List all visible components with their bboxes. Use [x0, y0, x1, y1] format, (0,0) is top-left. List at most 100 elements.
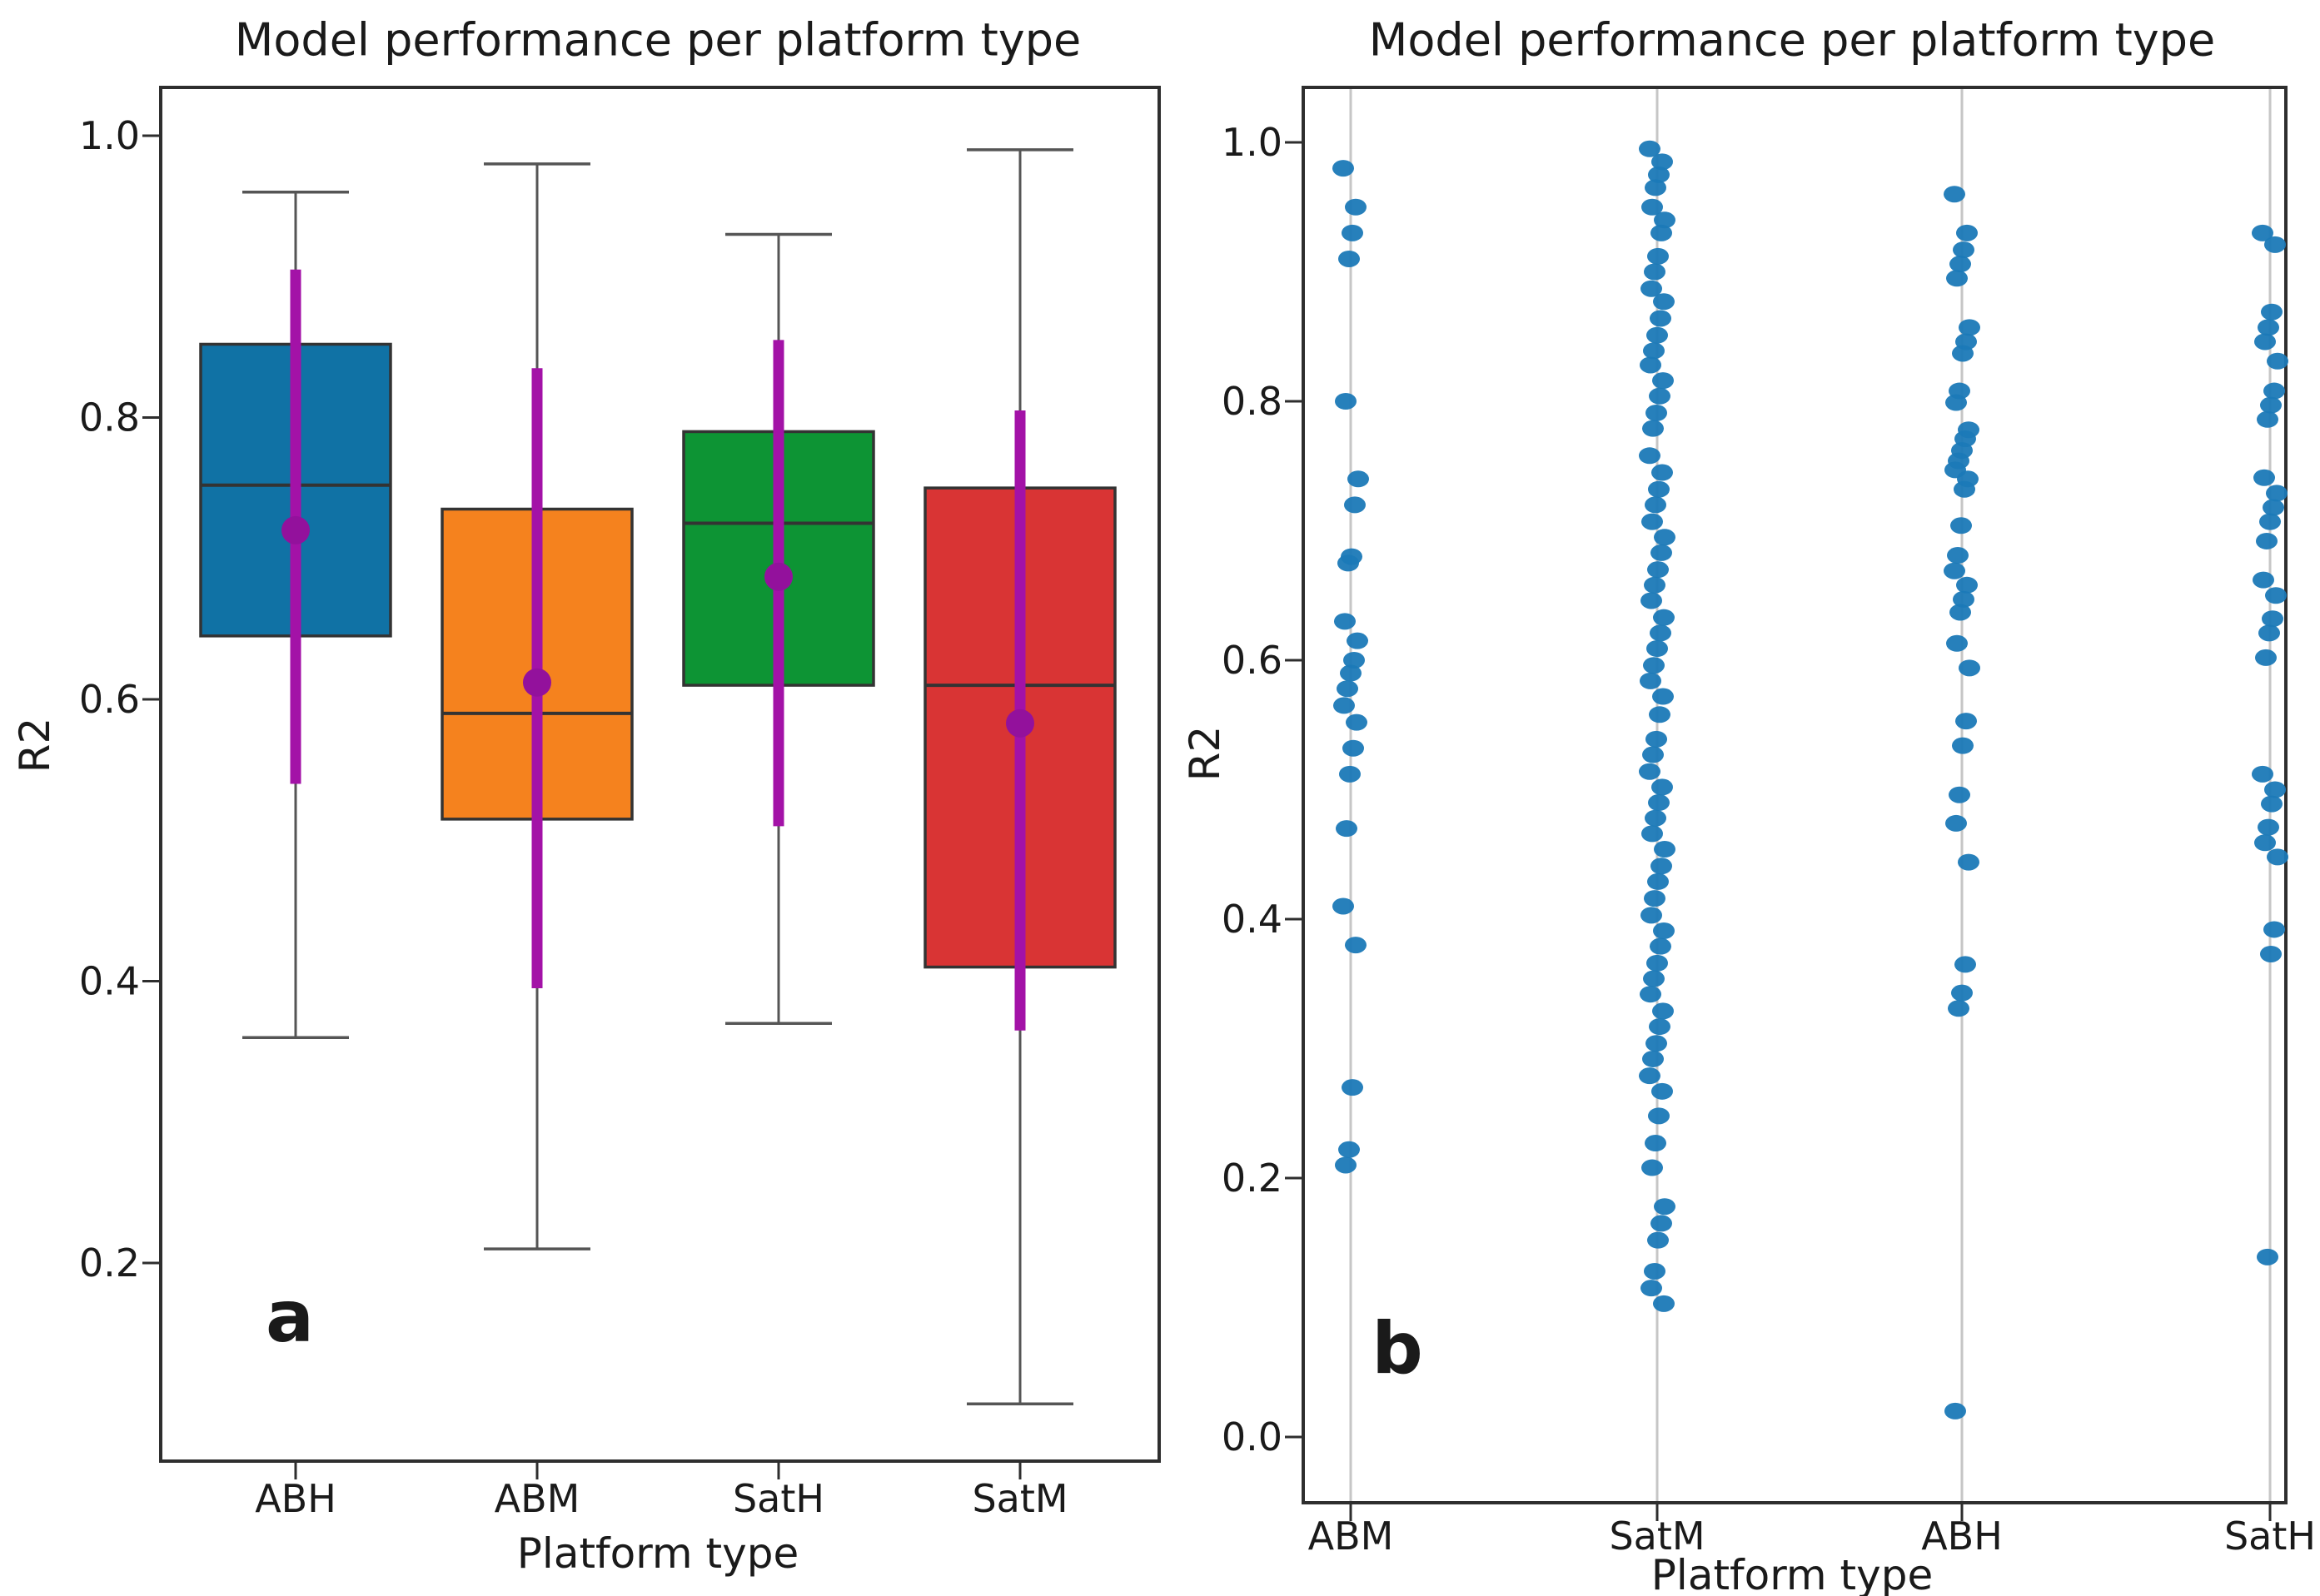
data-point-satm [1640, 986, 1661, 1003]
data-point-sath [2262, 610, 2283, 628]
data-point-satm [1650, 224, 1672, 241]
data-point-satm [1640, 672, 1661, 689]
data-point-abm [1333, 697, 1355, 714]
data-point-abh [1952, 345, 1974, 362]
data-point-satm [1648, 794, 1670, 812]
data-point-abh [1953, 241, 1974, 259]
data-point-sath [2253, 469, 2275, 486]
data-point-abh [1946, 634, 1968, 652]
data-point-satm [1640, 592, 1662, 609]
data-point-satm [1645, 179, 1666, 196]
data-point-satm [1646, 954, 1668, 972]
data-point-sath [2254, 834, 2276, 852]
data-point-abm [1336, 820, 1357, 838]
y-tick-label: 0.2 [1222, 1156, 1282, 1201]
data-point-satm [1650, 937, 1671, 955]
data-point-sath [2267, 352, 2288, 370]
y-tick-label: 1.0 [79, 113, 140, 158]
data-point-satm [1645, 404, 1667, 421]
data-point-sath [2260, 396, 2282, 414]
data-point-satm [1645, 1135, 1666, 1152]
data-point-satm [1654, 841, 1675, 858]
data-point-abm [1347, 632, 1368, 649]
data-point-abm [1344, 496, 1366, 514]
mean-dot-abh [281, 515, 310, 544]
data-point-abm [1339, 765, 1361, 783]
mean-dot-sath [764, 562, 793, 591]
data-point-satm [1649, 706, 1670, 723]
data-point-satm [1651, 778, 1673, 796]
panel-b-xlabel: Platform type [1650, 1551, 1934, 1596]
data-point-abh [1952, 737, 1974, 754]
data-point-abm [1342, 224, 1363, 241]
y-tick-label: 0.0 [1222, 1415, 1282, 1459]
data-point-satm [1651, 464, 1673, 481]
data-point-satm [1640, 356, 1661, 374]
data-point-satm [1641, 198, 1663, 216]
panel-a-xlabel: Platform type [516, 1529, 799, 1578]
panel-a-letter: a [265, 1275, 315, 1359]
y-tick-label: 0.4 [79, 959, 140, 1004]
data-point-sath [2258, 319, 2279, 336]
data-point-satm [1641, 1159, 1663, 1176]
data-point-satm [1648, 166, 1670, 183]
data-point-abh [1955, 713, 1977, 730]
data-point-satm [1640, 280, 1662, 297]
axes-frame [1302, 86, 2288, 1504]
data-point-satm [1639, 1067, 1660, 1085]
y-tick-label: 0.4 [1222, 897, 1282, 942]
data-point-satm [1653, 1295, 1675, 1312]
x-tick-label-abm: ABM [495, 1476, 580, 1521]
data-point-satm [1639, 447, 1660, 465]
data-point-abh [1956, 576, 1978, 594]
data-point-abm [1337, 680, 1358, 698]
data-point-abh [1948, 1000, 1969, 1017]
data-point-sath [2258, 818, 2279, 836]
data-point-sath [2267, 848, 2288, 866]
y-tick-label: 0.6 [1222, 638, 1282, 683]
data-point-sath [2265, 587, 2287, 604]
x-tick-label-sath: SatH [733, 1476, 824, 1521]
data-point-abh [1947, 547, 1969, 564]
data-point-satm [1646, 326, 1668, 344]
data-point-satm [1647, 247, 1669, 265]
data-point-satm [1651, 1082, 1673, 1100]
data-point-abm [1345, 198, 1367, 216]
data-point-satm [1647, 561, 1669, 579]
data-point-sath [2257, 410, 2278, 428]
data-point-satm [1654, 211, 1675, 229]
data-point-sath [2263, 499, 2284, 516]
data-point-abh [1953, 590, 1974, 608]
panel-b-ylabel: R2 [1181, 725, 1229, 782]
y-tick-label: 0.8 [79, 395, 140, 440]
data-point-abh [1954, 956, 1976, 973]
data-point-satm [1647, 1231, 1669, 1249]
panel-b-title: Model performance per platform type [1368, 13, 2216, 67]
data-point-abh [1949, 604, 1971, 621]
data-point-satm [1654, 529, 1675, 546]
data-point-abh [1959, 319, 1980, 336]
data-point-abm [1342, 739, 1364, 757]
data-point-sath [2266, 485, 2288, 502]
data-point-sath [2254, 333, 2276, 351]
mean-dot-abm [523, 668, 551, 697]
panel-a-title: Model performance per platform type [234, 13, 1082, 67]
data-point-satm [1646, 640, 1668, 658]
data-point-abh [1954, 480, 1975, 498]
axes-frame [159, 86, 1161, 1463]
y-tick-label: 0.8 [1222, 379, 1282, 424]
data-point-satm [1653, 293, 1675, 311]
data-point-abh [1944, 186, 1965, 203]
data-point-abm [1332, 160, 1354, 177]
data-point-satm [1641, 513, 1663, 530]
data-point-satm [1652, 372, 1674, 390]
data-point-sath [2252, 765, 2273, 783]
data-point-satm [1643, 657, 1665, 674]
data-point-satm [1639, 763, 1660, 780]
data-point-abh [1956, 224, 1978, 241]
data-point-satm [1650, 310, 1671, 327]
data-point-satm [1641, 825, 1663, 843]
data-point-abh [1949, 786, 1970, 803]
